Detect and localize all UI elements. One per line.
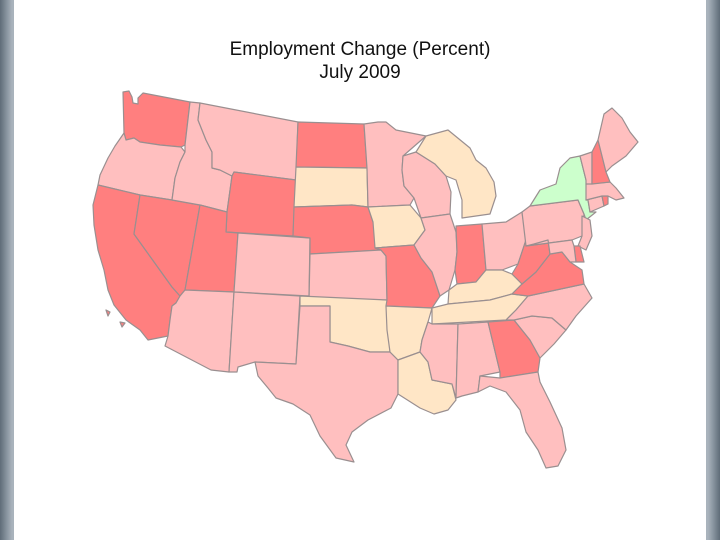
state-MD[interactable] <box>525 239 577 263</box>
island-mark <box>119 321 126 328</box>
map-title-line1: Employment Change (Percent) <box>229 39 491 60</box>
state-TX[interactable] <box>254 305 399 463</box>
map-title: Employment Change (Percent) July 2009 <box>14 38 706 84</box>
state-IL[interactable] <box>413 213 458 297</box>
state-MI[interactable] <box>415 129 497 219</box>
state-MA[interactable] <box>585 181 625 201</box>
state-NJ[interactable] <box>577 215 593 251</box>
island-mark <box>105 309 111 317</box>
state-PA[interactable] <box>521 199 585 247</box>
state-WY[interactable] <box>225 171 297 237</box>
state-ND[interactable] <box>295 121 368 169</box>
state-FL[interactable] <box>477 371 567 469</box>
state-SD[interactable] <box>293 166 369 208</box>
state-MT[interactable] <box>197 102 299 181</box>
state-NH[interactable] <box>591 139 611 185</box>
map-title-line2: July 2009 <box>319 62 401 83</box>
state-VT[interactable] <box>579 151 593 185</box>
state-KS[interactable] <box>308 249 388 301</box>
state-NC[interactable] <box>505 283 593 331</box>
state-NM[interactable] <box>228 291 301 373</box>
state-CO[interactable] <box>233 232 311 297</box>
state-layer <box>92 90 639 469</box>
us-state-map <box>92 90 639 469</box>
state-ME[interactable] <box>597 107 639 173</box>
slide-panel: Employment Change (Percent) July 2009 <box>14 0 706 540</box>
